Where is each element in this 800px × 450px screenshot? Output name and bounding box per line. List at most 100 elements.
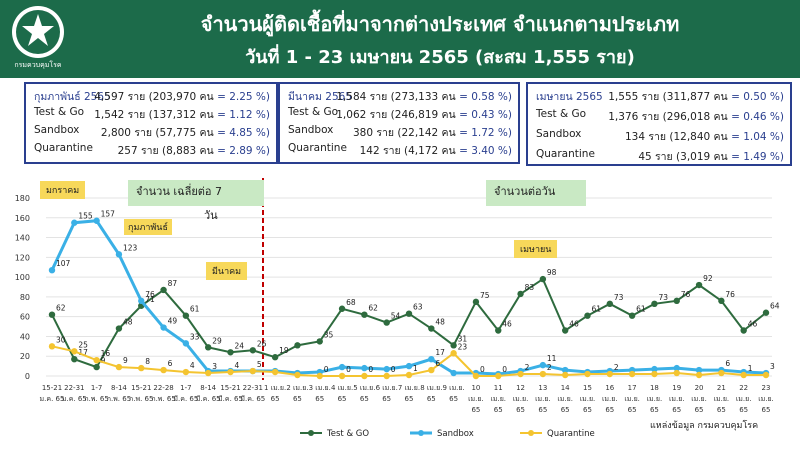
data-label: 46 <box>502 320 512 329</box>
data-point <box>673 369 680 377</box>
panel-apr-testgo-label: Test & Go <box>536 108 587 120</box>
x-tick-label: 65 <box>739 406 748 414</box>
panel-feb-total-pct: = 2.25 %) <box>213 91 270 103</box>
x-tick-label: 2 เม.ย. <box>286 384 308 392</box>
x-tick-label: 65 <box>471 406 480 414</box>
x-tick-label: 65 <box>650 406 659 414</box>
x-tick-label: เม.ย. <box>535 395 551 403</box>
data-label: 0 <box>368 365 373 374</box>
panel-apr-quarantine-pct: = 1.49 %) <box>727 151 784 163</box>
panel-march: มีนาคม 2565 1,584 ราย (273,133 คน = 0.58 … <box>278 82 520 164</box>
data-label: 9 <box>123 356 128 365</box>
x-tick-label: ม.ค. 65 <box>40 395 65 403</box>
annotation-7day-average: จำนวน เฉลี่ยต่อ 7 <box>128 180 264 206</box>
y-tick-label: 160 <box>15 214 30 223</box>
data-label: 48 <box>123 318 133 327</box>
annotation-january: มกราคม <box>40 181 86 199</box>
data-point <box>271 354 279 361</box>
y-tick-label: 80 <box>20 293 30 302</box>
data-point <box>227 349 234 356</box>
x-tick-label: ก.พ. 65 <box>129 395 153 403</box>
data-point <box>673 297 680 305</box>
data-point <box>740 327 747 334</box>
data-label: 16 <box>101 349 111 358</box>
data-label: 98 <box>547 268 557 277</box>
data-point <box>383 319 390 326</box>
panel-february: กุมภาพันธ์ 2565 4,597 ราย (203,970 คน = 2… <box>24 82 278 164</box>
x-tick-label: 22-31 <box>243 384 263 392</box>
x-tick-label: 15-21 <box>131 384 151 392</box>
panel-mar-month: มีนาคม 2565 <box>288 91 352 103</box>
data-label: 75 <box>480 291 490 300</box>
x-tick-label: 65 <box>672 406 681 414</box>
data-label: 4 <box>190 361 195 370</box>
annotation-april: เมษายน <box>514 240 558 258</box>
x-tick-label: 19 <box>672 384 681 392</box>
data-point <box>160 324 167 331</box>
data-point <box>182 340 190 347</box>
data-point <box>651 365 658 373</box>
panel-apr-testgo: 1,376 ราย (296,018 คน <box>608 111 728 123</box>
data-label: 9 <box>101 356 106 365</box>
data-label: 62 <box>368 304 378 313</box>
x-tick-label: เม.ย. <box>580 395 596 403</box>
data-point <box>539 361 547 369</box>
page-title: จำนวนผู้ติดเชื้อที่มาจากต่างประเทศ จำแนก… <box>200 12 680 36</box>
data-label: 92 <box>703 274 713 283</box>
x-tick-label: 3 เม.ย. <box>309 384 331 392</box>
data-point <box>450 342 457 349</box>
x-tick-label: เม.ย. <box>647 395 663 403</box>
annotation-7day-average-text: จำนวน เฉลี่ยต่อ 7 <box>136 185 223 198</box>
panel-feb-sandbox: 2,800 ราย (57,775 คน <box>100 127 214 139</box>
panel-apr-sandbox-pct: = 1.04 %) <box>727 131 784 143</box>
data-label: 73 <box>614 293 624 302</box>
panel-apr-month: เมษายน 2565 <box>536 91 603 103</box>
data-label: 157 <box>101 210 116 219</box>
data-label: 5 <box>257 360 262 369</box>
x-tick-label: 14 <box>561 384 570 392</box>
data-label: 1 <box>413 364 418 373</box>
data-point <box>338 305 346 312</box>
y-axis-ticks: 0 20 40 60 80 100 120 140 160 180 <box>15 194 30 381</box>
x-tick-label: เม.ย. <box>669 395 685 403</box>
data-point <box>115 363 123 371</box>
x-tick-label: มี.ค. 65 <box>173 395 198 403</box>
panel-feb-sandbox-label: Sandbox <box>34 124 80 136</box>
x-tick-label: เม.ย. <box>468 395 484 403</box>
x-tick-label: 65 <box>293 395 302 403</box>
data-label: 24 <box>235 341 245 350</box>
data-label: 19 <box>279 346 289 355</box>
data-point <box>651 300 658 308</box>
panel-feb-testgo-pct: = 1.12 %) <box>213 109 270 121</box>
data-label: 33 <box>190 332 200 341</box>
x-tick-label: 1-7 <box>91 384 102 392</box>
data-label: 63 <box>413 303 423 312</box>
x-tick-label: เม.ย. <box>624 395 640 403</box>
data-point <box>182 312 190 319</box>
data-label: 61 <box>592 305 602 314</box>
x-tick-label: ม.ค. 65 <box>62 395 87 403</box>
x-tick-label: เม.ย. <box>490 395 506 403</box>
data-label: 155 <box>78 212 93 221</box>
x-tick-label: 65 <box>516 406 525 414</box>
panel-mar-total-pct: = 0.58 %) <box>455 91 512 103</box>
panel-apr-total: 1,555 ราย (311,877 คน <box>608 91 728 103</box>
data-label: 30 <box>56 335 66 344</box>
data-label: 29 <box>212 336 222 345</box>
legend-marker-0 <box>308 430 314 436</box>
data-label: 25 <box>78 340 88 349</box>
data-point <box>361 311 368 318</box>
data-label: 0 <box>346 365 351 374</box>
data-point <box>93 363 100 371</box>
panel-mar-testgo: 1,062 ราย (246,819 คน <box>336 109 456 121</box>
data-label: 0 <box>391 365 396 374</box>
data-point <box>71 355 78 363</box>
x-tick-label: 22 <box>739 384 748 392</box>
data-label: 2 <box>525 363 530 372</box>
data-label: 3 <box>770 362 775 371</box>
data-point <box>316 372 323 380</box>
data-point <box>138 364 145 372</box>
data-label: 6 <box>725 359 730 368</box>
data-point <box>561 366 569 374</box>
x-tick-label: 65 <box>561 406 570 414</box>
